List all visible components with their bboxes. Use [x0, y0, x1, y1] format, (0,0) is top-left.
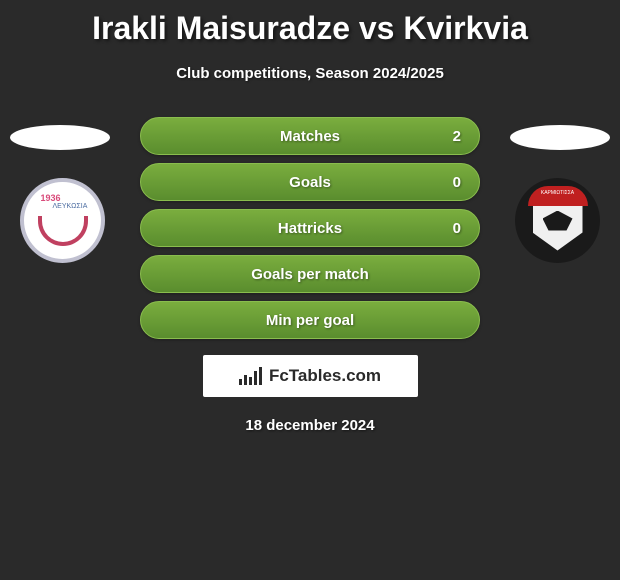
- date-text: 18 december 2024: [0, 417, 620, 434]
- player-left-placeholder: [10, 125, 110, 150]
- subtitle: Club competitions, Season 2024/2025: [0, 65, 620, 82]
- player-right-placeholder: [510, 125, 610, 150]
- stat-row-min-per-goal: Min per goal: [140, 301, 480, 339]
- club-right-banner: ΚΑΡΜΙΩΤΙΣΣΑ: [528, 186, 588, 206]
- stats-container: Matches 2 Goals 0 Hattricks 0 Goals per …: [140, 117, 480, 339]
- stat-value-right: 0: [453, 220, 461, 237]
- stat-row-hattricks: Hattricks 0: [140, 209, 480, 247]
- stat-value-right: 0: [453, 174, 461, 191]
- club-badge-right: ΚΑΡΜΙΩΤΙΣΣΑ: [515, 178, 600, 263]
- club-left-arc: [38, 216, 88, 246]
- stat-row-goals: Goals 0: [140, 163, 480, 201]
- club-left-text: ΛΕΥΚΩΣΙΑ: [53, 203, 88, 210]
- stat-label: Min per goal: [266, 312, 354, 329]
- stat-label: Goals: [289, 174, 331, 191]
- logo-bar: [249, 377, 252, 385]
- club-right-eagle: [543, 211, 573, 231]
- fctables-logo-icon: [239, 367, 263, 385]
- page-title: Irakli Maisuradze vs Kvirkvia: [0, 0, 620, 47]
- logo-bar: [259, 367, 262, 385]
- logo-text: FcTables.com: [269, 366, 381, 386]
- club-right-shield: [533, 206, 583, 251]
- stat-row-goals-per-match: Goals per match: [140, 255, 480, 293]
- stat-label: Goals per match: [251, 266, 369, 283]
- logo-box: FcTables.com: [203, 355, 418, 397]
- stat-label: Hattricks: [278, 220, 342, 237]
- logo-bar: [244, 375, 247, 385]
- club-badge-left: 1936 ΛΕΥΚΩΣΙΑ: [20, 178, 105, 263]
- logo-bar: [254, 371, 257, 385]
- club-left-year: 1936: [41, 193, 61, 203]
- logo-bar: [239, 379, 242, 385]
- stat-value-right: 2: [453, 128, 461, 145]
- stat-row-matches: Matches 2: [140, 117, 480, 155]
- stat-label: Matches: [280, 128, 340, 145]
